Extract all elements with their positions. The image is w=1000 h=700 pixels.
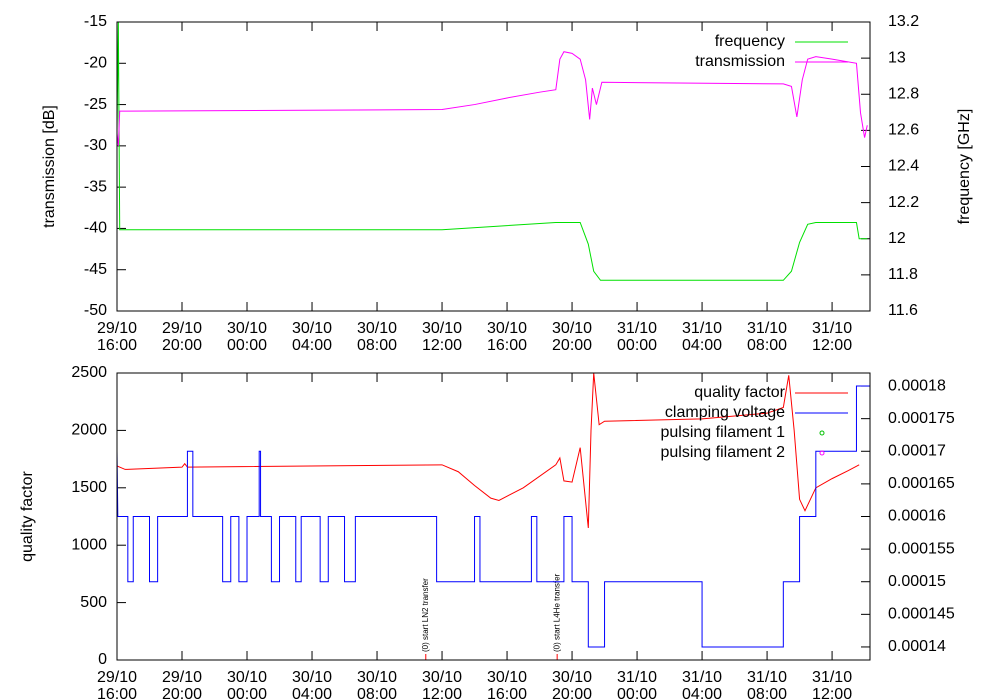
legend-label: pulsing filament 2 bbox=[660, 444, 785, 461]
legend-label: quality factor bbox=[694, 384, 785, 401]
y-tick-label: -40 bbox=[84, 220, 107, 237]
series-line bbox=[117, 51, 868, 146]
y2-tick-label: 0.000165 bbox=[888, 475, 955, 492]
x-tick-label: 30/10 16:00 bbox=[487, 669, 528, 700]
x-tick-label: 31/10 00:00 bbox=[617, 320, 658, 354]
y-tick-label: 0 bbox=[98, 651, 107, 668]
x-tick-label: 30/10 08:00 bbox=[356, 669, 398, 700]
y2-tick-label: 0.000145 bbox=[888, 606, 955, 623]
x-tick-label: 30/10 12:00 bbox=[422, 320, 463, 354]
y-tick-label: 1000 bbox=[71, 536, 107, 553]
y2-tick-label: 0.00015 bbox=[888, 573, 946, 590]
y-tick-label: -20 bbox=[84, 55, 107, 72]
x-tick-label: 30/10 00:00 bbox=[226, 669, 268, 700]
y-axis-label: transmission [dB] bbox=[41, 105, 58, 228]
y2-tick-label: 0.000155 bbox=[888, 540, 955, 557]
x-tick-label: 31/10 08:00 bbox=[747, 669, 788, 700]
series-line bbox=[117, 22, 868, 281]
x-tick-label: 30/10 20:00 bbox=[552, 669, 593, 700]
plot-area bbox=[117, 22, 868, 281]
y2-tick-label: 0.00017 bbox=[888, 442, 946, 459]
y-tick-label: 1500 bbox=[71, 479, 107, 496]
y2-tick-label: 13 bbox=[888, 49, 906, 66]
annotation: (0) start L4He transfer bbox=[552, 573, 561, 652]
x-tick-label: 30/10 08:00 bbox=[356, 320, 398, 354]
x-tick-label: 29/10 16:00 bbox=[96, 669, 138, 700]
x-tick-label: 29/10 20:00 bbox=[161, 669, 203, 700]
y2-tick-label: 12.4 bbox=[888, 158, 919, 175]
series-line bbox=[117, 373, 860, 529]
series-line bbox=[117, 385, 870, 648]
y2-tick-label: 12.2 bbox=[888, 194, 919, 211]
x-tick-label: 29/10 16:00 bbox=[96, 320, 138, 354]
x-tick-label: 31/10 04:00 bbox=[682, 669, 723, 700]
legend-label: transmission bbox=[695, 53, 785, 70]
x-tick-label: 30/10 04:00 bbox=[291, 320, 333, 354]
y2-tick-label: 11.8 bbox=[888, 266, 918, 283]
y2-tick-label: 0.000175 bbox=[888, 410, 955, 427]
legend-label: pulsing filament 1 bbox=[660, 424, 785, 441]
plot-border bbox=[116, 21, 871, 312]
x-tick-label: 30/10 20:00 bbox=[552, 320, 593, 354]
x-tick-label: 31/10 00:00 bbox=[617, 669, 658, 700]
y2-axis-label: frequency [GHz] bbox=[956, 109, 973, 225]
y-tick-label: 2000 bbox=[71, 422, 107, 439]
y2-tick-label: 11.6 bbox=[888, 302, 918, 319]
plot-border bbox=[116, 372, 871, 661]
y2-tick-label: 12 bbox=[888, 230, 906, 247]
y-tick-label: -50 bbox=[84, 302, 107, 319]
plot-area bbox=[117, 373, 870, 648]
y-tick-label: -25 bbox=[84, 96, 107, 113]
x-tick-label: 30/10 00:00 bbox=[226, 320, 268, 354]
x-tick-label: 30/10 12:00 bbox=[422, 669, 463, 700]
y2-tick-label: 0.00014 bbox=[888, 638, 946, 655]
y-tick-label: -45 bbox=[84, 261, 107, 278]
x-tick-label: 30/10 16:00 bbox=[487, 320, 528, 354]
y-tick-label: 500 bbox=[80, 594, 107, 611]
y2-tick-label: 0.00016 bbox=[888, 508, 946, 525]
x-tick-label: 30/10 04:00 bbox=[291, 669, 333, 700]
y2-tick-label: 12.8 bbox=[888, 85, 919, 102]
x-tick-label: 31/10 04:00 bbox=[682, 320, 723, 354]
y2-tick-label: 0.00018 bbox=[888, 377, 946, 394]
legend-label: clamping voltage bbox=[665, 404, 785, 421]
y-tick-label: -15 bbox=[84, 13, 107, 30]
y-tick-label: 2500 bbox=[71, 364, 107, 381]
x-tick-label: 31/10 12:00 bbox=[812, 320, 853, 354]
y2-tick-label: 13.2 bbox=[888, 13, 919, 30]
legend-marker bbox=[819, 450, 825, 456]
legend-label: frequency bbox=[715, 33, 785, 50]
x-tick-label: 31/10 12:00 bbox=[812, 669, 853, 700]
annotation: (0) start LN2 transfer bbox=[421, 578, 430, 652]
x-tick-label: 29/10 20:00 bbox=[161, 320, 203, 354]
y-tick-label: -35 bbox=[84, 178, 107, 195]
x-tick-label: 31/10 08:00 bbox=[747, 320, 788, 354]
legend-marker bbox=[819, 430, 825, 436]
y-tick-label: -30 bbox=[84, 137, 107, 154]
y-axis-label: quality factor bbox=[19, 470, 36, 561]
y2-tick-label: 12.6 bbox=[888, 122, 919, 139]
